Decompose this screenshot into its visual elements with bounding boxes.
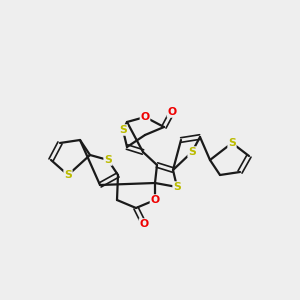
Text: O: O — [140, 219, 148, 229]
Text: S: S — [173, 182, 181, 192]
Text: S: S — [104, 155, 112, 165]
Text: S: S — [119, 125, 127, 135]
Text: S: S — [64, 170, 72, 180]
Text: O: O — [140, 112, 150, 122]
Text: S: S — [228, 138, 236, 148]
Text: O: O — [167, 107, 177, 117]
Text: O: O — [150, 195, 160, 205]
Text: S: S — [188, 147, 196, 157]
